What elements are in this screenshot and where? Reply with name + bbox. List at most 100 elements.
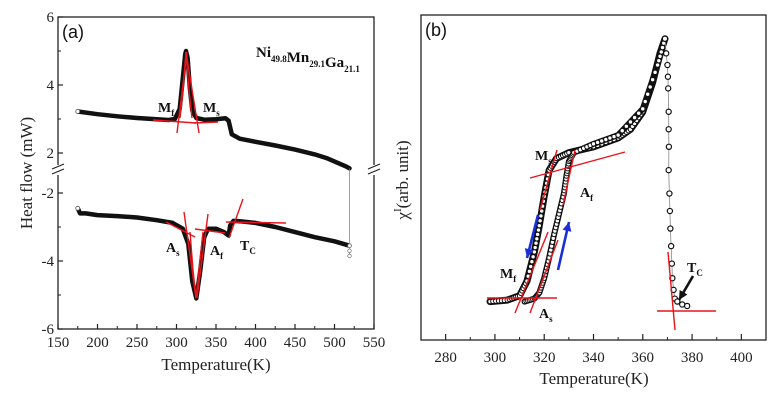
annotation-b-af-subscript: f [590,193,594,203]
panel-a-ytick-label: -6 [42,322,55,338]
axis-break-mask [52,165,64,175]
axis-break-mark [51,163,65,170]
data-point [667,225,674,232]
panel-b-xtick-label: 360 [632,350,655,366]
panel-b-xtick-label: 380 [681,350,704,366]
data-point [623,123,630,130]
data-point [536,222,542,229]
data-point [642,98,648,105]
panel-a-xtick-label: 200 [86,335,109,351]
data-point [666,190,673,197]
annotation-as-text: A [166,241,177,256]
data-point [615,132,621,138]
data-point [647,84,653,90]
annotation-b-af: Af [580,186,594,203]
annotation-ms-subscript: s [216,108,220,118]
tangent-ms-flank [185,51,200,134]
data-point [529,258,535,265]
annotation-as-subscript: s [176,248,180,258]
panel-a-xtick-label: 400 [244,335,267,351]
annotation-tc: TC [240,239,256,256]
data-point [664,73,672,80]
heating-arrow-icon-head [562,222,572,232]
annotation-ms: Ms [203,101,220,118]
data-point [683,302,691,310]
series-above-Tc [661,35,691,310]
tangent-tc-baseline [225,221,287,224]
panel-b-xtick-label: 400 [730,350,753,366]
annotation-af: Af [210,244,224,261]
panel-b-xtick-label: 320 [533,350,556,366]
panel-a-xlabel: Temperature(K) [161,355,270,374]
axis-break-mark [51,168,65,175]
annotation-b-mf-text: M [500,267,513,282]
annotation-b-ms-subscript: s [548,156,552,166]
tangent-mf-baseline [152,119,197,124]
data-point [640,106,646,112]
annotation-b-tc: TC [687,261,703,278]
annotation-b-mf: Mf [500,267,517,284]
data-point [665,166,672,174]
data-point [674,298,681,305]
panel-a-ytick-label: 4 [47,78,55,94]
series-cooling [486,35,669,306]
panel-a-xtick-label: 150 [47,335,70,351]
panel-a-xtick-label: 300 [165,335,188,351]
annotation-b-as-text: A [539,307,550,322]
series-cooling-band [486,35,669,306]
data-point [533,240,539,246]
composition-element: Ga [325,55,345,71]
tangent-af [562,149,576,206]
tc-pointer-arrow-icon-head [679,289,688,300]
panel-a-xtick-label: 550 [363,335,386,351]
tangent-upper-baseline [529,151,626,179]
annotation-b-as-subscript: s [549,314,553,324]
data-point [534,231,541,238]
data-point [665,108,672,115]
data-point [668,260,676,267]
annotation-ms-text: M [203,101,216,116]
tangent-as [529,239,559,314]
panel-b-xtick-label: 340 [582,350,605,366]
panel-a-xtick-label: 450 [284,335,307,351]
panel-a: 150 200 250 300 350 400 450 500 550 -6 -4 -2 2 4 6 (a)… [17,10,385,374]
annotation-tc-subscript: C [249,246,256,256]
annotation-mf-subscript: f [171,108,175,118]
data-point [534,236,540,242]
data-point [656,57,662,64]
series-heating-start-marker [75,205,81,211]
panel-a-ylabel: Heat flow (mW) [17,117,36,229]
panel-b-xtick-label: 280 [434,350,457,366]
composition-subscript: 49.8 [271,54,287,64]
panel-a-ytick-label: 2 [47,146,55,162]
data-point [657,53,663,59]
data-point [664,61,671,69]
panel-a-ytick-label: -4 [42,254,55,270]
composition-element: Mn [287,50,310,66]
ylabel-superscript: I [392,208,404,212]
panel-b-xlabel: Temperature(K) [539,369,648,388]
panel-b-xtick-label: 300 [484,350,507,366]
panel-b-ylabel: χI(arb. unit) [392,140,412,220]
data-point [662,50,670,57]
annotation-b-af-text: A [580,186,591,201]
data-point [538,213,544,219]
data-point [665,143,673,150]
annotation-b-ms: Ms [535,149,552,166]
annotation-b-tc-subscript: C [696,268,703,278]
annotation-b-as: As [539,307,553,324]
composition-label: Ni49.8Mn29.1Ga21.1 [256,45,360,74]
data-point [667,242,675,250]
tangent-af-baseline [194,228,226,234]
tangent-af-flank [196,213,209,299]
cooling-arrow-icon-head [524,248,534,258]
annotation-af-subscript: f [220,251,224,261]
data-point [652,69,658,76]
annotation-b-ms-text: M [535,149,548,164]
ylabel-chi: χ [393,212,412,221]
data-point [654,62,661,68]
data-point [645,91,651,97]
composition-subscript: 21.1 [344,64,360,74]
panel-a-xtick-label: 250 [126,335,149,351]
